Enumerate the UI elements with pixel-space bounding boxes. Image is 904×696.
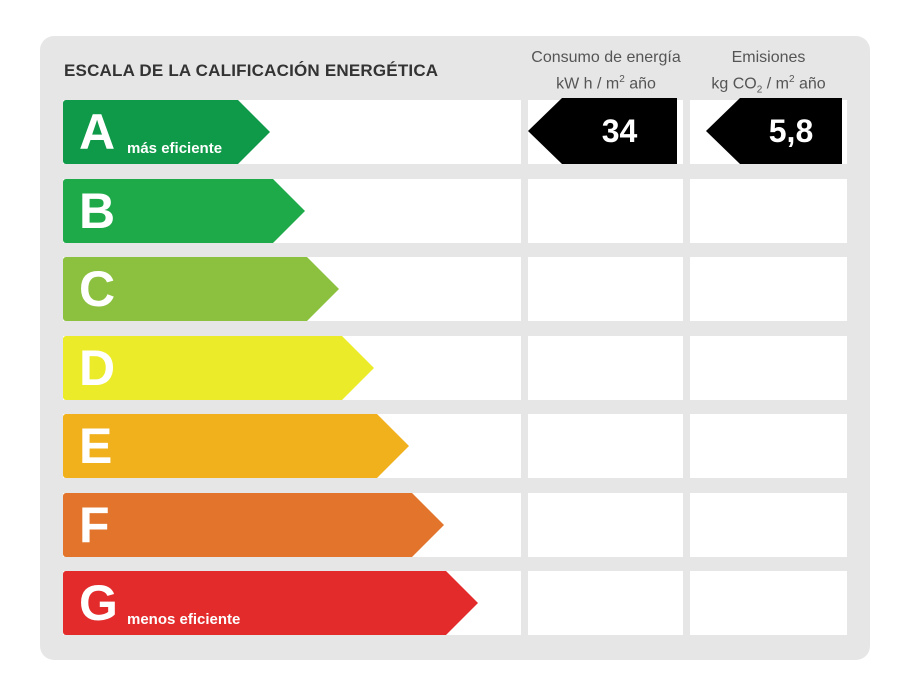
consumo-cell-c — [528, 257, 683, 321]
rating-arrow-b: B — [63, 179, 305, 243]
emisiones-cell-e — [690, 414, 847, 478]
scale-title: ESCALA DE LA CALIFICACIÓN ENERGÉTICA — [64, 61, 439, 80]
rating-arrow-c: C — [63, 257, 339, 321]
emisiones-cell-c — [690, 257, 847, 321]
emisiones-cell-f — [690, 493, 847, 557]
emisiones-marker: 5,8 — [706, 98, 842, 164]
emisiones-cell-g — [690, 571, 847, 635]
consumo-marker: 34 — [528, 98, 677, 164]
rating-letter: F — [79, 497, 110, 553]
rating-letter: G — [79, 575, 118, 631]
rating-letter: B — [79, 183, 116, 239]
consumo-cell-e — [528, 414, 683, 478]
consumo-cell-g — [528, 571, 683, 635]
emisiones-header-label: Emisiones — [731, 49, 806, 66]
rating-arrow-d: D — [63, 336, 374, 400]
rating-arrow-e: E — [63, 414, 409, 478]
rating-sublabel: más eficiente — [127, 140, 223, 157]
consumo-header-label: Consumo de energía — [531, 49, 681, 66]
emisiones-cell-b — [690, 179, 847, 243]
consumo-cell-f — [528, 493, 683, 557]
rating-letter: D — [79, 340, 116, 396]
emisiones-value: 5,8 — [768, 113, 814, 149]
emisiones-column-header: Emisiones kg CO2 / m2 año — [690, 47, 847, 102]
rating-letter: C — [79, 261, 116, 317]
rating-letter: E — [79, 418, 113, 474]
consumo-cell-d — [528, 336, 683, 400]
consumo-cell-b — [528, 179, 683, 243]
consumo-value: 34 — [601, 113, 638, 149]
emisiones-header-unit: kg CO2 / m2 año — [711, 74, 826, 96]
consumo-header-unit: kW h / m2 año — [556, 74, 656, 93]
rating-sublabel: menos eficiente — [127, 611, 241, 628]
rating-letter: A — [79, 104, 116, 160]
rating-arrow-f: F — [63, 493, 444, 557]
emisiones-cell-d — [690, 336, 847, 400]
consumo-column-header: Consumo de energía kW h / m2 año — [522, 47, 690, 95]
